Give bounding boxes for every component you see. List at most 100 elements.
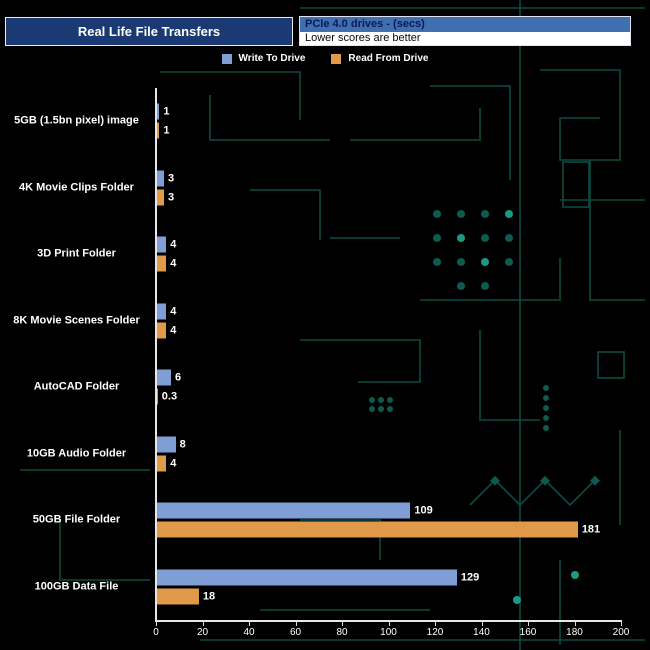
chart-title: Real Life File Transfers (5, 17, 293, 46)
bar-write (157, 369, 171, 386)
write-bar-line: 4 (157, 236, 177, 253)
category-label: AutoCAD Folder (33, 380, 120, 393)
x-tick-label: 120 (426, 627, 444, 638)
x-tick-label: 180 (566, 627, 583, 638)
read-bar-line: 4 (157, 455, 186, 472)
bar-value-label: 4 (170, 457, 177, 470)
chart-row: AutoCAD Folder 6 0.3 (0, 354, 650, 421)
bar-value-label: 1 (163, 124, 170, 137)
x-tick-label: 160 (519, 627, 537, 638)
x-tick-mark (249, 622, 250, 626)
x-tick-label: 40 (243, 627, 255, 638)
bar-read (157, 255, 167, 272)
bar-group: 109 181 (157, 502, 601, 538)
write-bar-line: 8 (157, 436, 186, 453)
x-tick-label: 60 (289, 627, 302, 638)
bar-read (157, 122, 160, 139)
chart-legend: Write To Drive Read From Drive (0, 53, 650, 64)
y-axis-line (155, 88, 157, 622)
bar-read (157, 322, 167, 339)
bar-write (157, 103, 160, 120)
bar-value-label: 1 (163, 105, 170, 118)
chart-row: 8K Movie Scenes Folder 4 4 (0, 288, 650, 355)
write-bar-line: 129 (157, 569, 480, 586)
bar-write (157, 236, 167, 253)
read-bar-line: 1 (157, 122, 170, 139)
read-bar-line: 4 (157, 322, 177, 339)
bar-read (157, 588, 199, 605)
x-tick-mark (435, 622, 436, 626)
x-tick-label: 100 (380, 627, 397, 638)
write-bar-line: 1 (157, 103, 170, 120)
x-axis-line (155, 620, 622, 622)
category-label: 50GB File Folder (32, 513, 121, 526)
legend-label: Read From Drive (348, 53, 429, 64)
bar-value-label: 4 (170, 305, 177, 318)
read-bar-line: 18 (157, 588, 479, 605)
bar-value-label: 4 (170, 238, 177, 251)
write-bar-line: 109 (157, 502, 600, 519)
chart-row: 3D Print Folder 4 4 (0, 221, 650, 288)
x-tick-label: 20 (196, 627, 209, 638)
x-tick-mark (295, 622, 297, 626)
bar-read (157, 388, 158, 405)
bar-group: 129 18 (157, 569, 480, 605)
x-tick-mark (202, 622, 204, 626)
write-bar-line: 4 (157, 303, 177, 320)
bar-read (157, 189, 164, 206)
chart-info-box: PCIe 4.0 drives - (secs) Lower scores ar… (299, 16, 631, 46)
x-tick-mark (481, 622, 483, 626)
category-label: 8K Movie Scenes Folder (13, 314, 140, 327)
category-label: 10GB Audio Folder (26, 447, 127, 460)
x-tick-mark (388, 622, 390, 626)
bar-value-label: 129 (460, 571, 480, 584)
read-bar-line: 0.3 (157, 388, 181, 405)
bar-read (157, 455, 167, 472)
legend-label: Write To Drive (238, 53, 306, 64)
bar-value-label: 4 (170, 257, 177, 270)
chart-title-text: Real Life File Transfers (77, 24, 221, 39)
bar-write (157, 502, 411, 519)
bar-chart: 5GB (1.5bn pixel) image 1 1 4K Movie Clips … (0, 88, 650, 648)
chart-subtitle: PCIe 4.0 drives - (secs) (300, 17, 630, 32)
bar-write (157, 436, 176, 453)
bar-value-label: 4 (170, 324, 177, 337)
bar-write (157, 569, 457, 586)
read-bar-line: 181 (157, 521, 601, 538)
category-label: 4K Movie Clips Folder (19, 181, 134, 194)
bar-write (157, 170, 164, 187)
x-tick-mark (574, 622, 576, 626)
bar-value-label: 181 (581, 523, 601, 536)
legend-item: Write To Drive (221, 53, 306, 64)
bar-value-label: 3 (167, 172, 175, 185)
x-axis-ticks: 0 20 40 60 80 100 120 140 160 180 200 (153, 620, 629, 646)
x-tick-mark (528, 622, 529, 626)
chart-row: 4K Movie Clips Folder 3 3 (0, 155, 650, 222)
legend-swatch (221, 53, 232, 64)
x-tick-label: 80 (336, 627, 348, 638)
bar-value-label: 109 (414, 504, 433, 517)
write-bar-line: 6 (157, 369, 182, 386)
bar-value-label: 18 (202, 590, 216, 603)
bar-value-label: 8 (179, 438, 186, 451)
legend-item: Read From Drive (331, 53, 428, 64)
bar-value-label: 6 (174, 371, 182, 384)
bar-value-label: 3 (167, 191, 175, 204)
chart-row: 50GB File Folder 109 181 (0, 487, 650, 554)
write-bar-line: 3 (157, 170, 175, 187)
chart-row: 100GB Data File 129 18 (0, 554, 650, 621)
chart-row: 5GB (1.5bn pixel) image 1 1 (0, 88, 650, 155)
category-label: 5GB (1.5bn pixel) image (14, 114, 139, 127)
x-tick-mark (621, 622, 622, 626)
x-tick-mark (156, 622, 157, 626)
bar-read (157, 521, 578, 538)
x-tick-label: 0 (153, 627, 159, 638)
bar-value-label: 0.3 (161, 390, 178, 403)
bar-group: 6 0.3 (157, 369, 182, 405)
